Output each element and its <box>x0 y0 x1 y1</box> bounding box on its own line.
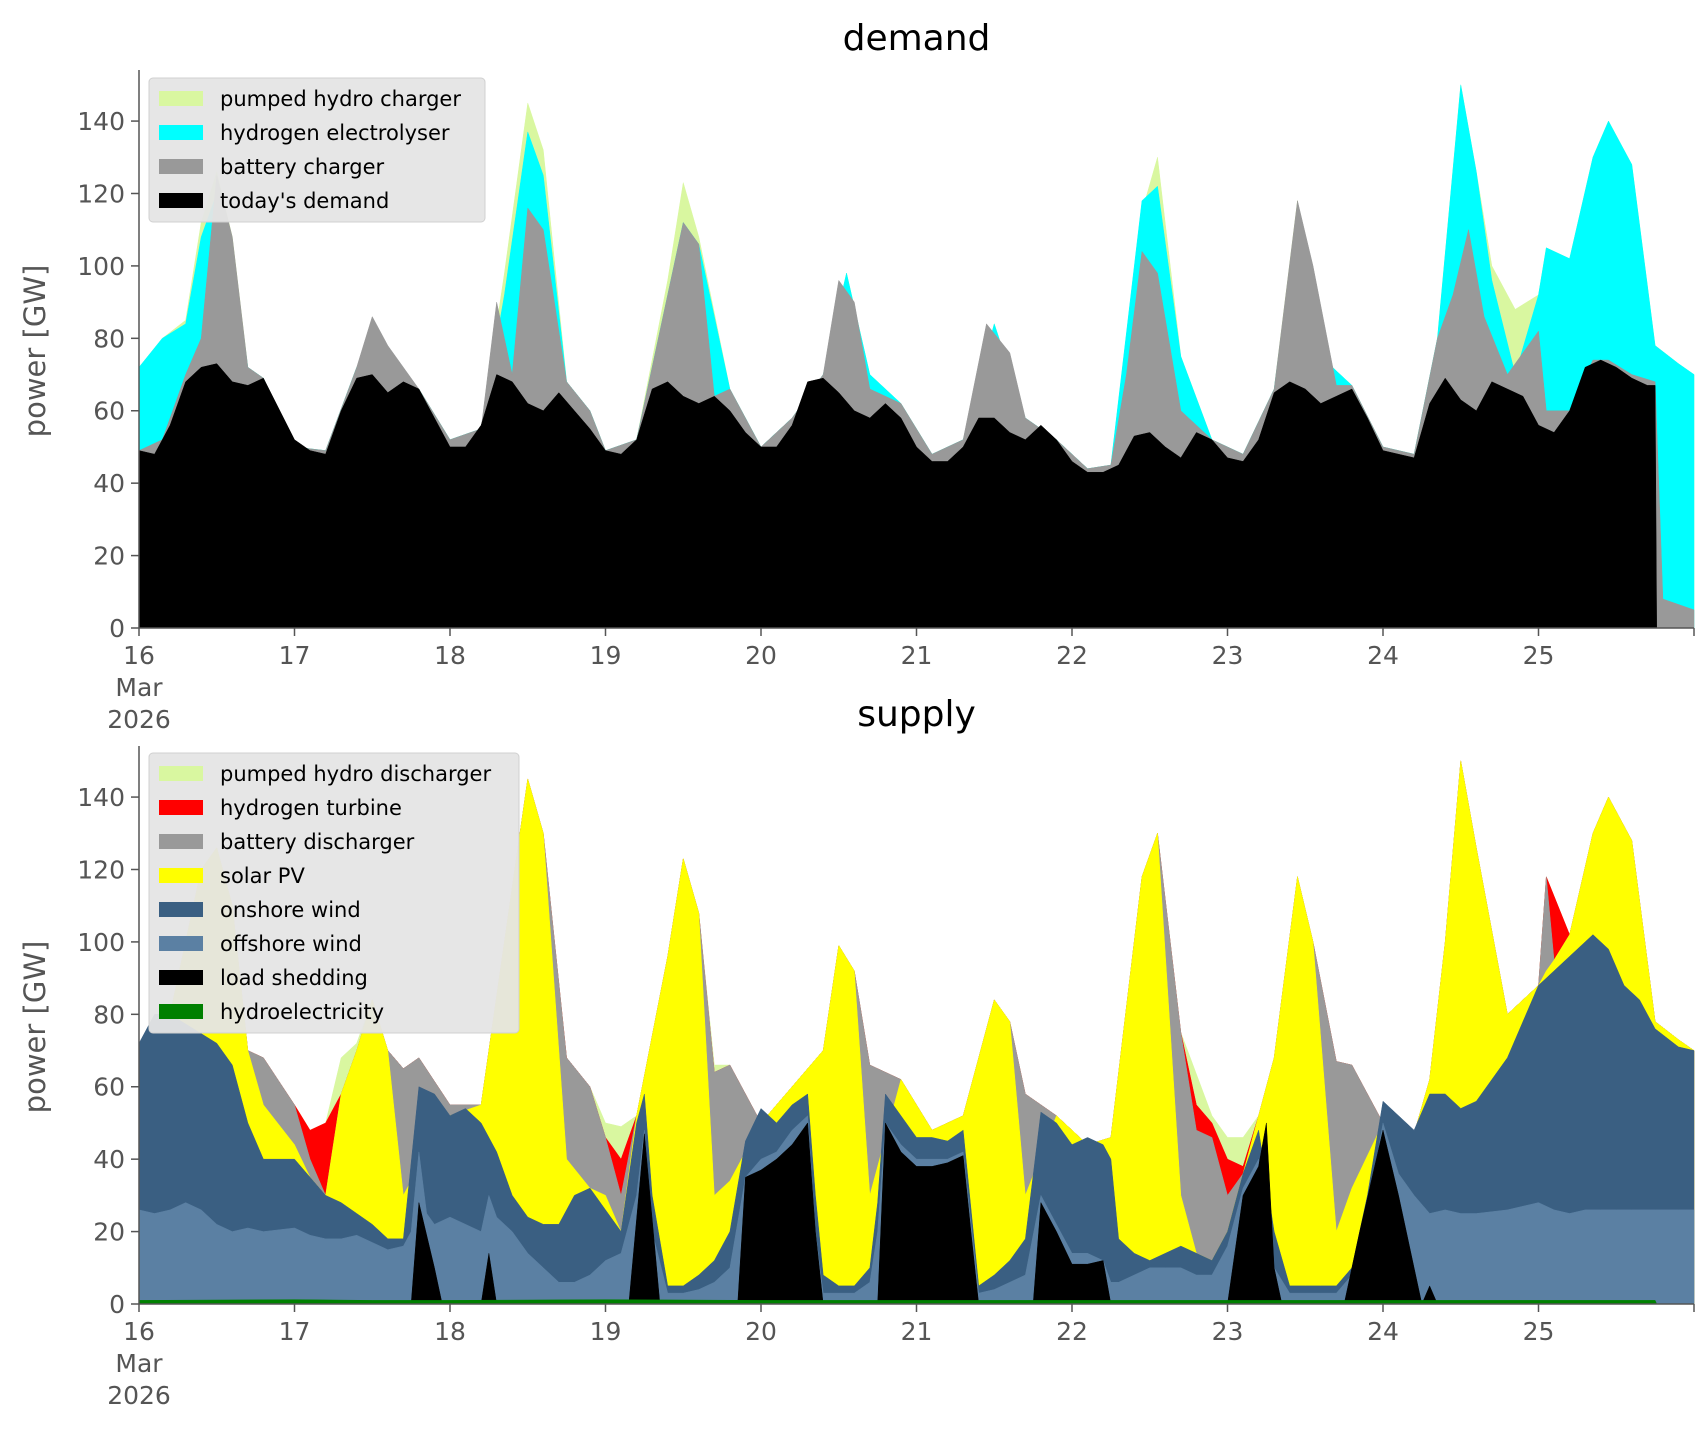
area-today-s-demand <box>138 359 1694 629</box>
legend-label: pumped hydro charger <box>220 87 461 111</box>
x-tick-label: 16 <box>123 641 155 670</box>
x-tick-sublabel: 2026 <box>107 705 171 734</box>
y-tick-label: 0 <box>109 614 125 643</box>
chart-title: demand <box>843 18 991 59</box>
legend: pumped hydro charger hydrogen electrolyse… <box>148 77 486 223</box>
legend-label: today's demand <box>220 189 389 213</box>
legend-swatch <box>159 800 203 815</box>
legend-swatch <box>159 193 203 208</box>
x-tick-label: 23 <box>1212 1317 1244 1346</box>
y-tick-label: 40 <box>93 1145 125 1174</box>
x-tick-label: 17 <box>279 641 311 670</box>
x-tick-label: 23 <box>1212 641 1244 670</box>
legend-swatch <box>159 91 203 106</box>
y-tick-label: 20 <box>93 1218 125 1247</box>
legend-box <box>148 752 520 1034</box>
x-tick-label: 16 <box>123 1317 155 1346</box>
legend-label: onshore wind <box>220 898 361 922</box>
x-tick-label: 24 <box>1367 1317 1399 1346</box>
x-tick-label: 22 <box>1056 1317 1088 1346</box>
x-tick-label: 22 <box>1056 641 1088 670</box>
x-tick-label: 25 <box>1523 641 1555 670</box>
legend-label: battery charger <box>220 155 385 179</box>
legend: pumped hydro discharger hydrogen turbine b… <box>148 752 520 1034</box>
chart-title: supply <box>857 694 976 735</box>
x-tick-label: 18 <box>434 1317 466 1346</box>
legend-box <box>148 77 486 223</box>
y-axis-label: power [GW] <box>18 265 52 438</box>
y-tick-label: 80 <box>93 1000 125 1029</box>
legend-swatch <box>159 936 203 951</box>
x-tick-label: 21 <box>901 641 933 670</box>
y-tick-label: 60 <box>93 1073 125 1102</box>
x-tick-sublabel: Mar <box>115 673 163 702</box>
legend-label: pumped hydro discharger <box>220 762 491 786</box>
y-tick-label: 120 <box>77 179 125 208</box>
legend-swatch <box>159 125 203 140</box>
legend-label: hydrogen turbine <box>220 796 402 820</box>
legend-swatch <box>159 766 203 781</box>
x-tick-label: 19 <box>590 1317 622 1346</box>
legend-swatch <box>159 834 203 849</box>
area-load-shedding <box>139 1122 1694 1305</box>
chart-demand: demand power [GW] 0 20 40 60 80 100 120 140 16 17 18… <box>18 18 1695 734</box>
x-tick-label: 17 <box>279 1317 311 1346</box>
x-tick-sublabel: Mar <box>115 1349 163 1378</box>
x-tick-label: 19 <box>590 641 622 670</box>
legend-label: hydroelectricity <box>220 1000 384 1024</box>
x-tick-label: 21 <box>901 1317 933 1346</box>
x-tick-label: 20 <box>745 641 777 670</box>
legend-swatch <box>159 970 203 985</box>
area-series-group <box>138 84 1695 629</box>
y-tick-label: 100 <box>77 252 125 281</box>
y-tick-label: 0 <box>109 1290 125 1319</box>
y-tick-label: 80 <box>93 324 125 353</box>
y-tick-label: 100 <box>77 928 125 957</box>
x-tick-label: 25 <box>1523 1317 1555 1346</box>
legend-swatch <box>159 1004 203 1019</box>
legend-label: battery discharger <box>220 830 415 854</box>
y-tick-label: 120 <box>77 855 125 884</box>
x-tick-sublabel: 2026 <box>107 1381 171 1410</box>
y-axis-label: power [GW] <box>18 941 52 1114</box>
legend-swatch <box>159 868 203 883</box>
x-tick-label: 20 <box>745 1317 777 1346</box>
legend-label: offshore wind <box>220 932 362 956</box>
legend-label: load shedding <box>220 966 368 990</box>
y-tick-label: 20 <box>93 542 125 571</box>
area-series-group <box>138 760 1695 1305</box>
legend-label: hydrogen electrolyser <box>220 121 450 145</box>
y-tick-label: 140 <box>77 107 125 136</box>
y-tick-label: 40 <box>93 469 125 498</box>
x-tick-label: 18 <box>434 641 466 670</box>
y-tick-label: 60 <box>93 397 125 426</box>
chart-supply: supply power [GW] 0 20 40 60 80 100 120 140 16 17 18… <box>18 694 1695 1410</box>
x-tick-label: 24 <box>1367 641 1399 670</box>
legend-swatch <box>159 159 203 174</box>
legend-label: solar PV <box>220 864 305 888</box>
legend-swatch <box>159 902 203 917</box>
y-tick-label: 140 <box>77 783 125 812</box>
area-hydroelectricity <box>138 1299 1694 1305</box>
